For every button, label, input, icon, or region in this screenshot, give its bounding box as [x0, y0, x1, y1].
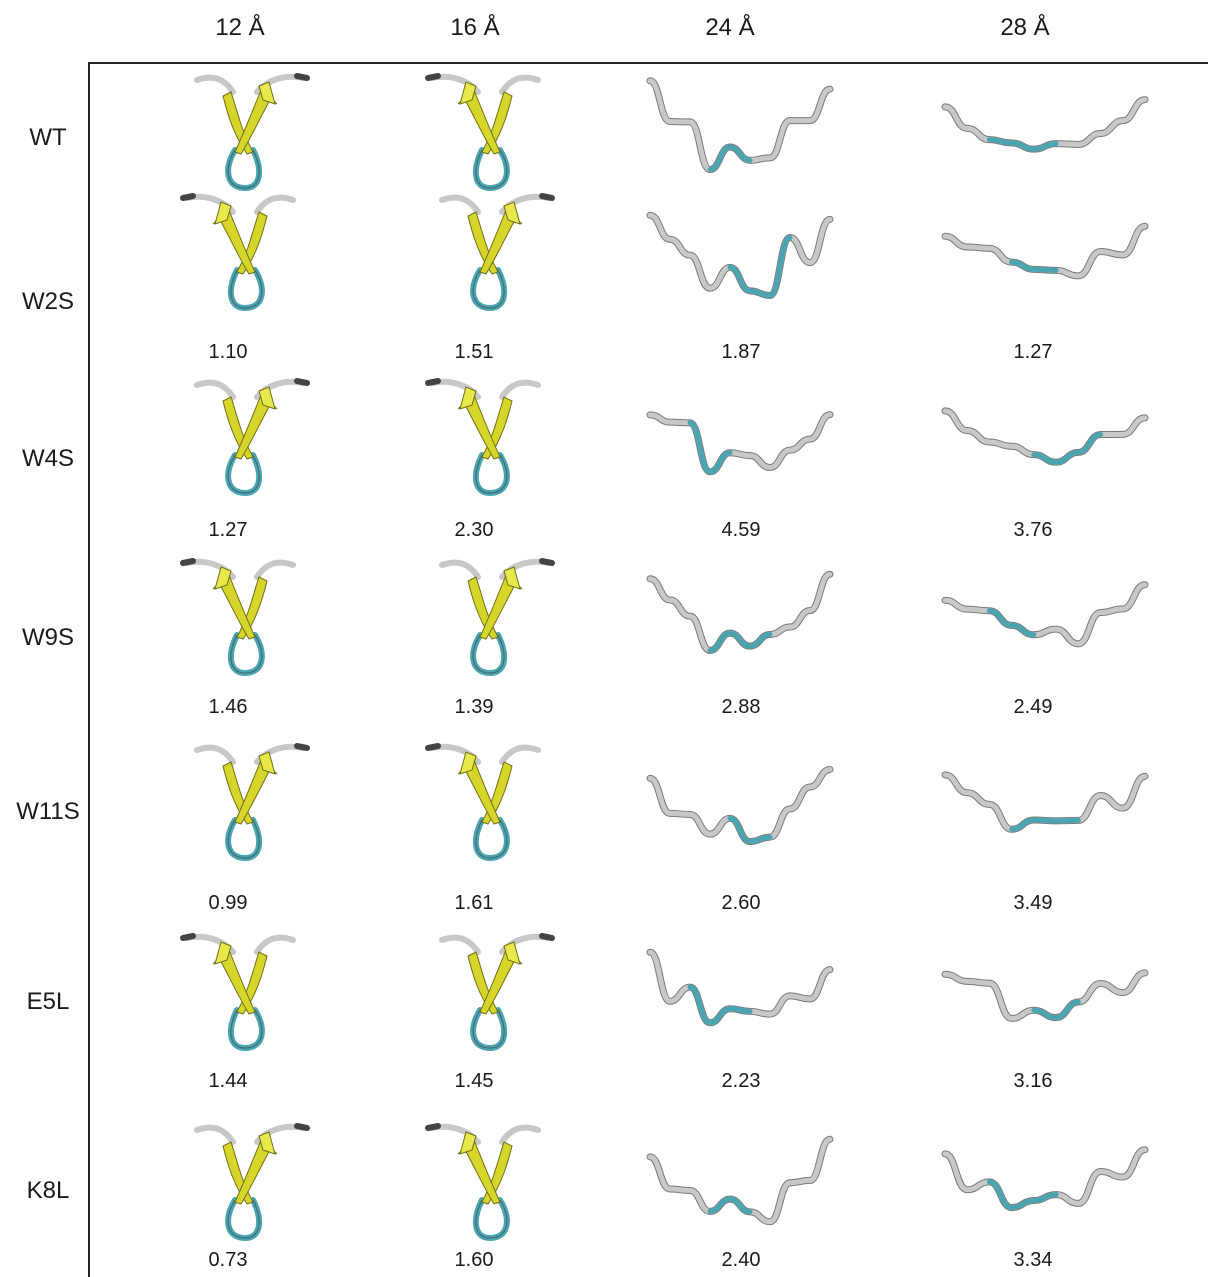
structure-w11s-16A [425, 743, 541, 862]
table-frame-top [88, 62, 1208, 64]
value-e5l-28: 3.16 [1013, 1070, 1053, 1092]
value-w11s-12: 0.99 [208, 892, 248, 914]
structure-e5l-12A [180, 933, 296, 1052]
value-w4s-28: 3.76 [1013, 519, 1053, 541]
column-header-12A: 12 Å [215, 14, 265, 41]
value-w11s-28: 3.49 [1013, 892, 1053, 914]
structure-wt-16A [425, 73, 541, 192]
value-w11s-16: 1.61 [454, 892, 494, 914]
structure-w9s-16A [439, 558, 555, 677]
row-label-w9s: W9S [21, 624, 74, 651]
structure-w11s-28A [941, 771, 1149, 833]
value-w2s-24: 1.87 [721, 341, 761, 363]
value-k8l-24: 2.40 [721, 1249, 761, 1271]
structure-w4s-28A [941, 407, 1149, 466]
value-e5l-12: 1.44 [208, 1070, 248, 1092]
row-label-w2s: W2S [21, 288, 74, 315]
value-w9s-12: 1.46 [208, 696, 248, 718]
value-w9s-16: 1.39 [454, 696, 494, 718]
structure-k8l-24A [646, 1135, 834, 1226]
row-label-w4s: W4S [21, 445, 74, 472]
row-label-w11s: W11S [16, 798, 80, 825]
structure-w4s-16A [425, 378, 541, 497]
column-header-16A: 16 Å [450, 14, 500, 41]
value-k8l-28: 3.34 [1013, 1249, 1053, 1271]
value-w4s-24: 4.59 [721, 519, 761, 541]
structure-k8l-16A [425, 1123, 541, 1242]
value-e5l-24: 2.23 [721, 1070, 761, 1092]
structure-e5l-28A [941, 969, 1149, 1022]
row-label-k8l: K8L [26, 1177, 70, 1204]
structure-w2s-16A [439, 193, 555, 312]
structure-w4s-24A [646, 411, 834, 476]
structure-w2s-24A [646, 211, 834, 299]
value-k8l-12: 0.73 [208, 1249, 248, 1271]
column-header-28A: 28 Å [1000, 14, 1050, 41]
value-w2s-12: 1.10 [208, 341, 248, 363]
row-label-wt: WT [29, 124, 67, 151]
row-label-e5l: E5L [26, 988, 70, 1015]
value-w2s-16: 1.51 [454, 341, 494, 363]
column-header-24A: 24 Å [705, 14, 755, 41]
structure-w9s-28A [941, 581, 1149, 648]
structure-wt-24A [646, 77, 834, 173]
structure-w9s-12A [180, 558, 296, 677]
structure-w4s-12A [194, 378, 310, 497]
value-k8l-16: 1.60 [454, 1249, 494, 1271]
structure-w11s-12A [194, 743, 310, 862]
table-frame-left [88, 62, 90, 1277]
structure-w2s-28A [941, 222, 1149, 280]
structure-w11s-24A [646, 765, 834, 846]
value-e5l-16: 1.45 [454, 1070, 494, 1092]
structure-w9s-24A [646, 570, 834, 654]
structure-w2s-12A [180, 193, 296, 312]
value-w9s-28: 2.49 [1013, 696, 1053, 718]
structure-e5l-24A [646, 948, 834, 1027]
value-w4s-12: 1.27 [208, 519, 248, 541]
structure-wt-12A [194, 73, 310, 192]
structure-k8l-12A [194, 1123, 310, 1242]
value-w11s-24: 2.60 [721, 892, 761, 914]
value-w9s-24: 2.88 [721, 696, 761, 718]
structure-e5l-16A [439, 933, 555, 1052]
value-w4s-16: 2.30 [454, 519, 494, 541]
value-w2s-28: 1.27 [1013, 341, 1053, 363]
structure-wt-28A [941, 96, 1149, 153]
structure-k8l-28A [941, 1146, 1149, 1212]
